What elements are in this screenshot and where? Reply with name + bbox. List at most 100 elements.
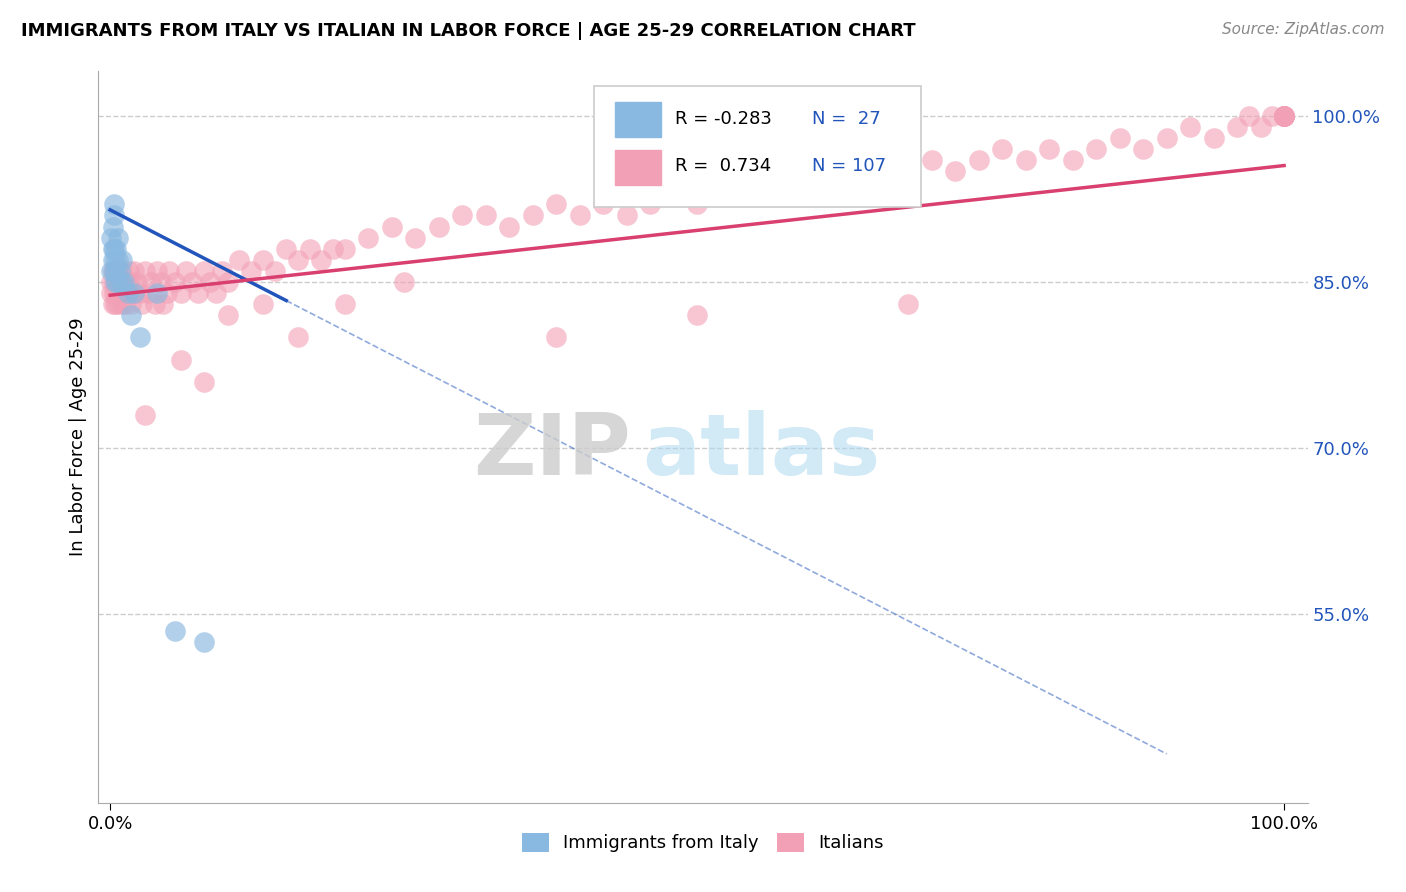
- Point: [105, 275, 128, 289]
- Point: [193, 264, 215, 278]
- Text: N = 107: N = 107: [811, 158, 886, 176]
- Point: [110, 275, 132, 289]
- Point: [141, 275, 163, 289]
- Text: N =  27: N = 27: [811, 110, 880, 128]
- Point: [404, 230, 426, 244]
- Point: [101, 297, 124, 311]
- Point: [169, 352, 191, 367]
- Point: [204, 285, 226, 300]
- Point: [163, 275, 186, 289]
- Point: [122, 264, 145, 278]
- Point: [111, 252, 134, 267]
- Point: [100, 285, 122, 300]
- Point: [392, 275, 415, 289]
- Point: [1015, 153, 1038, 167]
- Point: [322, 242, 344, 256]
- Point: [921, 153, 943, 167]
- Point: [146, 264, 169, 278]
- Point: [333, 297, 356, 311]
- Bar: [614, 102, 661, 137]
- Point: [131, 297, 153, 311]
- Point: [155, 285, 177, 300]
- Point: [100, 264, 122, 278]
- Point: [121, 285, 143, 300]
- Point: [103, 275, 125, 289]
- Point: [103, 197, 125, 211]
- Point: [181, 275, 204, 289]
- Point: [176, 264, 198, 278]
- Point: [112, 275, 135, 289]
- Point: [163, 624, 186, 638]
- Point: [710, 186, 733, 201]
- Point: [134, 408, 156, 422]
- Text: Source: ZipAtlas.com: Source: ZipAtlas.com: [1222, 22, 1385, 37]
- Point: [1085, 142, 1108, 156]
- Text: atlas: atlas: [643, 410, 880, 493]
- FancyBboxPatch shape: [595, 86, 921, 207]
- Point: [1226, 120, 1249, 134]
- Point: [122, 285, 145, 300]
- Point: [105, 242, 128, 256]
- Point: [311, 252, 333, 267]
- Point: [100, 230, 122, 244]
- Point: [756, 186, 779, 201]
- Legend: Immigrants from Italy, Italians: Immigrants from Italy, Italians: [515, 826, 891, 860]
- Point: [1180, 120, 1202, 134]
- Point: [103, 285, 125, 300]
- Y-axis label: In Labor Force | Age 25-29: In Labor Force | Age 25-29: [69, 318, 87, 557]
- Point: [475, 209, 498, 223]
- Point: [104, 264, 127, 278]
- Point: [198, 275, 221, 289]
- Point: [1272, 109, 1295, 123]
- Point: [146, 285, 169, 300]
- Point: [686, 308, 709, 322]
- Point: [108, 275, 131, 289]
- Point: [157, 264, 180, 278]
- Point: [427, 219, 450, 234]
- Point: [381, 219, 404, 234]
- Point: [522, 209, 544, 223]
- Point: [1272, 109, 1295, 123]
- Text: ZIP: ZIP: [472, 410, 630, 493]
- Point: [1237, 109, 1260, 123]
- Point: [114, 297, 136, 311]
- Point: [108, 285, 131, 300]
- Point: [287, 252, 309, 267]
- Point: [686, 197, 709, 211]
- Point: [101, 264, 124, 278]
- Point: [134, 264, 156, 278]
- Point: [115, 275, 138, 289]
- Point: [104, 275, 127, 289]
- Point: [873, 153, 896, 167]
- Point: [546, 330, 568, 344]
- Point: [967, 153, 990, 167]
- Point: [638, 197, 661, 211]
- Point: [357, 230, 380, 244]
- Point: [546, 197, 568, 211]
- Point: [125, 275, 148, 289]
- Point: [228, 252, 250, 267]
- Point: [1108, 131, 1130, 145]
- Point: [803, 164, 825, 178]
- Point: [112, 275, 135, 289]
- Point: [217, 275, 239, 289]
- Point: [118, 264, 141, 278]
- Point: [103, 209, 125, 223]
- Point: [827, 175, 849, 189]
- Point: [187, 285, 209, 300]
- Point: [780, 175, 803, 189]
- Point: [120, 275, 142, 289]
- Point: [897, 297, 920, 311]
- Point: [276, 242, 298, 256]
- Point: [105, 275, 128, 289]
- Point: [298, 242, 321, 256]
- Point: [101, 219, 124, 234]
- Point: [108, 264, 131, 278]
- Point: [333, 242, 356, 256]
- Point: [107, 252, 129, 267]
- Point: [1272, 109, 1295, 123]
- Point: [107, 264, 129, 278]
- Point: [149, 275, 172, 289]
- Point: [897, 164, 920, 178]
- Point: [101, 252, 124, 267]
